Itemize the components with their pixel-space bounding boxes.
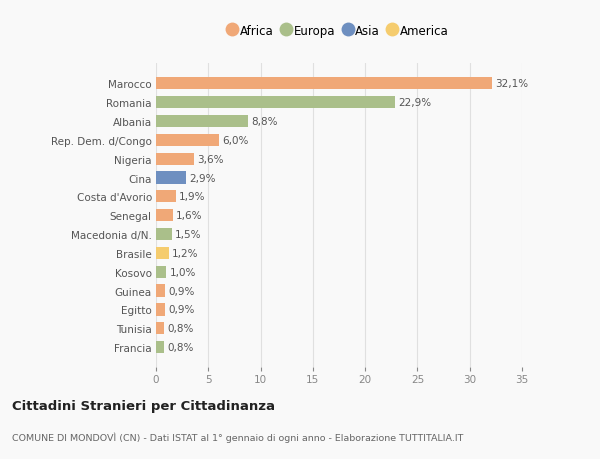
Bar: [156, 134, 219, 146]
Text: 1,0%: 1,0%: [170, 267, 196, 277]
Text: COMUNE DI MONDOVÌ (CN) - Dati ISTAT al 1° gennaio di ogni anno - Elaborazione TU: COMUNE DI MONDOVÌ (CN) - Dati ISTAT al 1…: [12, 431, 463, 442]
Bar: [156, 97, 395, 109]
Bar: [156, 153, 194, 165]
Text: 0,9%: 0,9%: [169, 286, 195, 296]
Bar: [156, 172, 187, 184]
Bar: [156, 191, 176, 203]
Text: 0,8%: 0,8%: [167, 324, 194, 334]
Text: 22,9%: 22,9%: [398, 98, 432, 108]
Text: 0,9%: 0,9%: [169, 305, 195, 315]
Bar: [156, 210, 173, 222]
Text: 8,8%: 8,8%: [251, 117, 278, 127]
Bar: [156, 78, 491, 90]
Bar: [156, 303, 166, 316]
Bar: [156, 285, 166, 297]
Bar: [156, 116, 248, 128]
Bar: [156, 247, 169, 259]
Bar: [156, 266, 166, 278]
Text: 2,9%: 2,9%: [190, 173, 216, 183]
Text: 1,5%: 1,5%: [175, 230, 202, 240]
Text: 3,6%: 3,6%: [197, 154, 223, 164]
Text: 1,9%: 1,9%: [179, 192, 206, 202]
Bar: [156, 322, 164, 335]
Text: 1,2%: 1,2%: [172, 248, 198, 258]
Text: 32,1%: 32,1%: [495, 79, 528, 89]
Bar: [156, 229, 172, 241]
Text: 6,0%: 6,0%: [222, 135, 248, 146]
Text: 1,6%: 1,6%: [176, 211, 202, 221]
Text: 0,8%: 0,8%: [167, 342, 194, 353]
Legend: Africa, Europa, Asia, America: Africa, Europa, Asia, America: [229, 25, 449, 38]
Bar: [156, 341, 164, 353]
Text: Cittadini Stranieri per Cittadinanza: Cittadini Stranieri per Cittadinanza: [12, 399, 275, 412]
